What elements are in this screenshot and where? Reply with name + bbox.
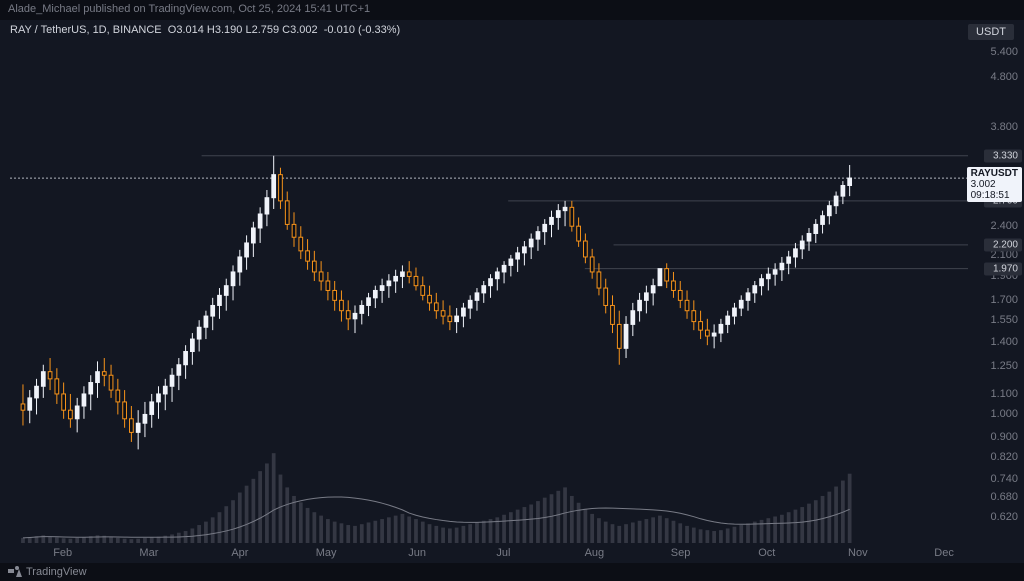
time-tick: Nov: [848, 547, 868, 559]
time-tick: Aug: [585, 547, 605, 559]
time-tick: Sep: [671, 547, 691, 559]
price-tick: 3.800: [990, 121, 1018, 133]
price-tick: 1.700: [990, 294, 1018, 306]
price-tick: 1.000: [990, 408, 1018, 420]
time-tick: Mar: [139, 547, 158, 559]
price-tick: 0.740: [990, 473, 1018, 485]
time-tick: May: [316, 547, 337, 559]
time-tick: Oct: [758, 547, 775, 559]
price-tick: 5.400: [990, 46, 1018, 58]
price-tick: 4.800: [990, 71, 1018, 83]
price-tick: 1.550: [990, 314, 1018, 326]
footer-brand: TradingView: [26, 566, 87, 578]
level-label: 2.200: [984, 238, 1022, 251]
level-label: 1.970: [984, 262, 1022, 275]
last-price-flag: RAYUSDT3.00209:18:51: [967, 167, 1022, 202]
quote-currency-badge[interactable]: USDT: [968, 24, 1014, 40]
candlestick-chart: [10, 44, 968, 543]
price-axis[interactable]: 5.4004.8003.8003.0002.4002.1001.9001.700…: [970, 44, 1024, 543]
price-tick: 0.620: [990, 511, 1018, 523]
footer-bar: TradingView: [0, 563, 1024, 581]
price-tick: 0.900: [990, 431, 1018, 443]
time-tick: Dec: [934, 547, 954, 559]
time-tick: Apr: [231, 547, 248, 559]
level-label: 3.330: [984, 149, 1022, 162]
ohlc-legend: RAY / TetherUS, 1D, BINANCE O3.014 H3.19…: [10, 24, 400, 36]
chart-area[interactable]: [10, 44, 968, 543]
price-tick: 0.680: [990, 491, 1018, 503]
time-tick: Jun: [408, 547, 426, 559]
time-axis[interactable]: Feb Mar Apr May Jun Jul Aug Sep Oct Nov Dec: [10, 547, 968, 563]
time-tick: Feb: [53, 547, 72, 559]
price-tick: 2.400: [990, 220, 1018, 232]
time-tick: Jul: [496, 547, 510, 559]
price-tick: 1.250: [990, 360, 1018, 372]
tradingview-logo-icon: [8, 565, 22, 580]
price-tick: 0.820: [990, 451, 1018, 463]
top-info-bar: Alade_Michael published on TradingView.c…: [0, 0, 1024, 20]
price-tick: 1.400: [990, 336, 1018, 348]
publisher-text: Alade_Michael published on TradingView.c…: [8, 3, 370, 15]
price-tick: 1.100: [990, 388, 1018, 400]
